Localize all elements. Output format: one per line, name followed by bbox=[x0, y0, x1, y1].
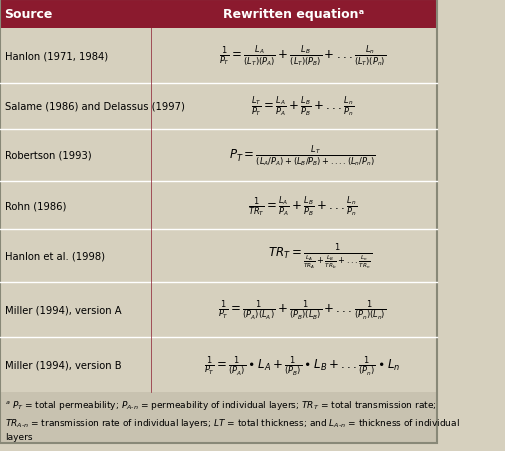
Text: $^a$ $P_T$ = total permeability; $P_{A\text{-}n}$ = permeability of individual l: $^a$ $P_T$ = total permeability; $P_{A\t… bbox=[5, 398, 460, 441]
Text: Robertson (1993): Robertson (1993) bbox=[5, 151, 92, 161]
Text: $\frac{1}{P_T} = \frac{1}{(P_A)} \bullet L_A + \frac{1}{(P_B)} \bullet L_B + ...: $\frac{1}{P_T} = \frac{1}{(P_A)} \bullet… bbox=[204, 353, 400, 377]
Text: Salame (1986) and Delassus (1997): Salame (1986) and Delassus (1997) bbox=[5, 101, 185, 111]
Text: Source: Source bbox=[5, 8, 53, 21]
Text: Rewritten equationᵃ: Rewritten equationᵃ bbox=[223, 8, 364, 21]
FancyBboxPatch shape bbox=[0, 0, 437, 29]
Text: Hanlon (1971, 1984): Hanlon (1971, 1984) bbox=[5, 51, 109, 61]
Text: Hanlon et al. (1998): Hanlon et al. (1998) bbox=[5, 251, 105, 261]
Text: $\frac{1}{P_T} = \frac{1}{(P_A)(L_A)} + \frac{1}{(P_B)(L_B)} + ...\frac{1}{(P_n): $\frac{1}{P_T} = \frac{1}{(P_A)(L_A)} + … bbox=[218, 298, 386, 322]
Text: $P_T = \frac{L_T}{(L_A/P_A) + (L_B/P_B) + ....(L_n/P_n)}$: $P_T = \frac{L_T}{(L_A/P_A) + (L_B/P_B) … bbox=[229, 143, 376, 168]
Text: $TR_T = \frac{1}{\frac{L_A}{TR_A} + \frac{L_B}{TR_b} + ...\frac{L_n}{TR_n}}$: $TR_T = \frac{1}{\frac{L_A}{TR_A} + \fra… bbox=[268, 242, 372, 270]
Text: Rohn (1986): Rohn (1986) bbox=[5, 201, 67, 211]
Text: $\frac{1}{P_T} = \frac{L_A}{(L_T)(P_A)} + \frac{L_B}{(L_T)(P_B)} + ...\frac{L_n}: $\frac{1}{P_T} = \frac{L_A}{(L_T)(P_A)} … bbox=[219, 44, 386, 69]
FancyBboxPatch shape bbox=[0, 392, 437, 443]
Text: Miller (1994), version A: Miller (1994), version A bbox=[5, 305, 122, 315]
Text: $\frac{L_T}{P_T} = \frac{L_A}{P_A} + \frac{L_B}{P_B} + ...\frac{L_n}{P_n}$: $\frac{L_T}{P_T} = \frac{L_A}{P_A} + \fr… bbox=[250, 94, 355, 119]
Text: $\frac{1}{TR_T} = \frac{L_A}{P_A} + \frac{L_B}{P_B} + ...\frac{L_n}{P_n}$: $\frac{1}{TR_T} = \frac{L_A}{P_A} + \fra… bbox=[248, 193, 357, 218]
Text: Miller (1994), version B: Miller (1994), version B bbox=[5, 360, 122, 370]
FancyBboxPatch shape bbox=[0, 29, 437, 392]
